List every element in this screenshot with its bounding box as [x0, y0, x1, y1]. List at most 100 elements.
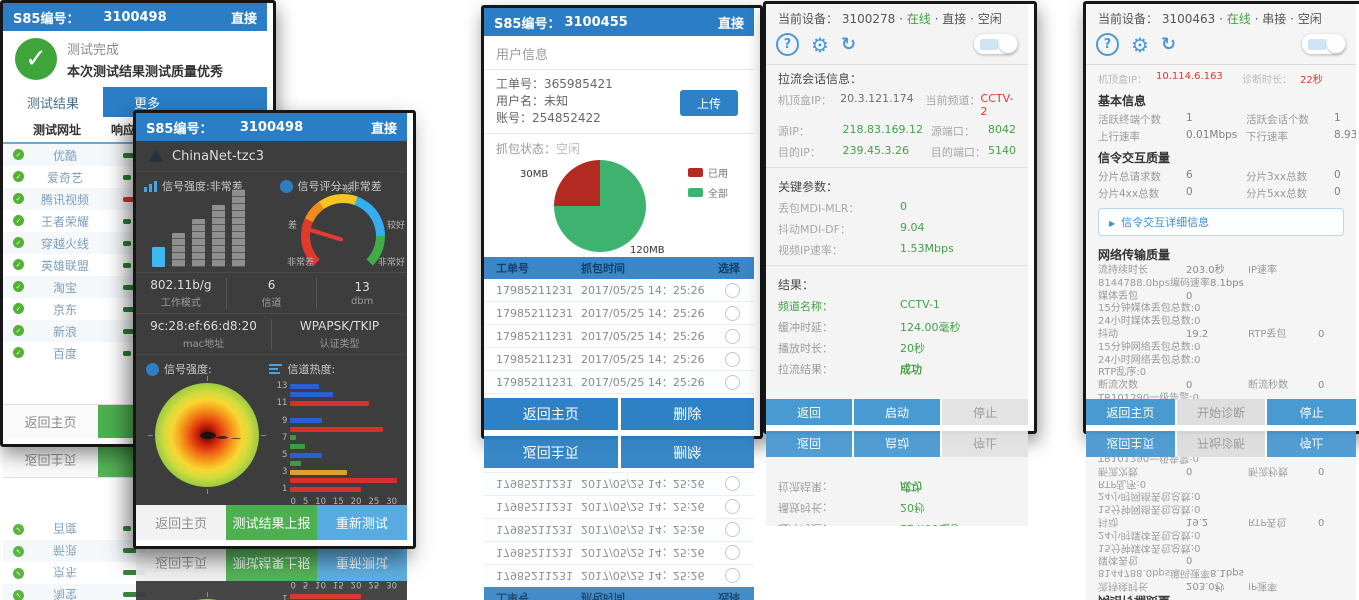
quality-row: 媒体丢包 0: [1086, 291, 1356, 304]
tab-more[interactable]: 更多: [133, 96, 160, 112]
quality-row: 流持续时长 203.0秒 IP速率: [1086, 265, 1356, 278]
pie-legend: 已用 全部: [688, 165, 728, 205]
upload-button[interactable]: 上传: [680, 90, 738, 116]
signal-bar: [232, 189, 245, 267]
table-row: 17985211231 2017/05/25 14：25:26: [484, 279, 754, 302]
delete-button[interactable]: 删除: [620, 398, 754, 430]
action-button[interactable]: 返回主页: [136, 505, 227, 540]
channel-heat-title: 信道热度:: [287, 363, 336, 376]
help-icon[interactable]: [1096, 33, 1119, 56]
kv-label: 媒体丢包: [1098, 554, 1138, 566]
legend-total-swatch: [688, 188, 703, 197]
action-button[interactable]: 开始诊断: [1176, 399, 1266, 425]
order-id-cell: 17985211231: [496, 329, 573, 343]
home-button[interactable]: 返回主页: [3, 405, 98, 438]
quality-row: 15分钟网络丢包总数:0: [1086, 342, 1356, 355]
channel-heat-axis: 0 5 10 15 20 25 30: [290, 579, 397, 589]
score-gauge: 一般 差 较好 非常差 非常好: [287, 185, 405, 278]
score-gauge-icon: [279, 179, 293, 193]
title-bar: S85编号： 3100455 直接: [484, 8, 754, 36]
axis-tick: 30: [386, 496, 397, 507]
result-row: 拉流结果： 成功: [766, 358, 1028, 379]
capture-time-cell: 2017/05/25 14：25:26: [581, 376, 705, 389]
legend-total-label: 全部: [708, 189, 728, 200]
field-value: 254852422: [532, 111, 601, 125]
signal-score-block: 信号评分: 非常差 一般 差 较好 非常差 非常好: [272, 172, 408, 278]
kv-label: 15分钟媒体丢包总数:0: [1098, 541, 1201, 553]
kv-label: 抖动MDI-DF：: [778, 222, 851, 236]
response-bar: [123, 174, 131, 180]
diag-duration-label: 诊断时长：: [1242, 75, 1292, 86]
kv-label: 分片总请求数: [1098, 171, 1161, 183]
kv-label: 抖动: [1098, 516, 1118, 528]
refresh-icon[interactable]: [1161, 36, 1176, 54]
site-name: 穿越火线: [40, 236, 89, 251]
action-button[interactable]: 启动: [854, 399, 940, 425]
action-button: 返回主页: [136, 546, 227, 581]
radio-button[interactable]: [725, 351, 740, 367]
home-button[interactable]: 返回主页: [484, 398, 618, 430]
auto-toggle[interactable]: [974, 34, 1018, 54]
result-title: 结果：: [778, 278, 815, 292]
traffic-pie-section: 30MB 120MB 已用 全部: [484, 157, 754, 257]
radio-button[interactable]: [725, 374, 740, 390]
status-dot-icon: [13, 303, 24, 314]
help-icon[interactable]: [776, 33, 799, 56]
radio-button: [725, 499, 740, 515]
device-status-header: 当前设备： 3100463 · 在线 · 串接 · 空闲: [1086, 4, 1356, 27]
action-button[interactable]: 停止: [942, 399, 1028, 425]
action-button[interactable]: 重新测试: [316, 505, 407, 540]
param-row: 丢包MDI-MLR： 0: [766, 197, 1028, 218]
check-icon: [15, 38, 57, 80]
signal-polar-heatmap: [147, 376, 266, 494]
quality-row: RTP乱序:0: [1086, 367, 1356, 380]
kv-label: [1262, 303, 1332, 316]
divider: [766, 167, 1028, 168]
kv-value: [1200, 540, 1262, 553]
action-button[interactable]: 测试结果上报: [226, 505, 317, 540]
radio-button[interactable]: [725, 282, 740, 298]
channel-usage-bar: [290, 383, 319, 389]
order-id-cell: 17985211231: [496, 500, 573, 514]
action-button: 停止: [1267, 431, 1356, 457]
kv-label: 断流次数: [1098, 380, 1138, 392]
axis-tick: 10: [315, 579, 326, 590]
gear-icon[interactable]: [811, 35, 829, 55]
radio-button[interactable]: [725, 328, 740, 344]
device-id-label: S85编号：: [13, 11, 80, 27]
gear-icon[interactable]: [1131, 35, 1149, 55]
quality-rows: 流持续时长 203.0秒 IP速率 8144788.0bps编码速率 8.1bp…: [1086, 437, 1356, 591]
tab-test-result[interactable]: 测试结果: [3, 87, 103, 117]
auth-value: WPAPSK/TKIP: [299, 318, 380, 333]
site-row: 淘宝: [3, 584, 267, 600]
response-bar: [123, 240, 131, 246]
signal-bar: [212, 205, 225, 267]
channel-heat-icon: [269, 363, 283, 374]
separator: ·: [899, 12, 903, 26]
session-row: 源IP： 218.83.169.12 源端口： 8042: [766, 120, 1028, 141]
signaling-detail-label: 信令交互详细信息: [1121, 216, 1210, 229]
signaling-detail-link[interactable]: 信令交互详细信息: [1098, 208, 1344, 236]
action-button[interactable]: 返回: [766, 399, 852, 425]
kv-value: 9.04: [900, 220, 925, 234]
kv-value: 8.1bps: [1209, 277, 1244, 289]
reflection-panel2: S85编号： 3100498 直接 ChinaNet-tzc3 信号强度: [136, 546, 407, 600]
channel-heat-row: 7: [269, 433, 397, 443]
refresh-icon[interactable]: [841, 36, 856, 54]
action-button[interactable]: 停止: [1267, 399, 1356, 425]
action-button: 停止: [942, 431, 1028, 457]
action-button[interactable]: 返回主页: [1086, 399, 1175, 425]
link-mode: 串接: [1262, 12, 1287, 26]
auto-toggle[interactable]: [1302, 34, 1346, 54]
kv-label: 15分钟网络丢包总数:0: [1098, 341, 1201, 353]
bottom-buttons: 返回主页 删除: [484, 398, 754, 430]
kv-value: CCTV-2: [980, 91, 1014, 118]
radio-button[interactable]: [725, 305, 740, 321]
quality-row: 24小时网络丢包总数:0: [1086, 489, 1356, 501]
polar-tick: [206, 489, 208, 494]
result-title: 测试完成: [67, 42, 120, 58]
kv-value: [1200, 342, 1262, 355]
axis-tick: 20: [350, 579, 362, 590]
